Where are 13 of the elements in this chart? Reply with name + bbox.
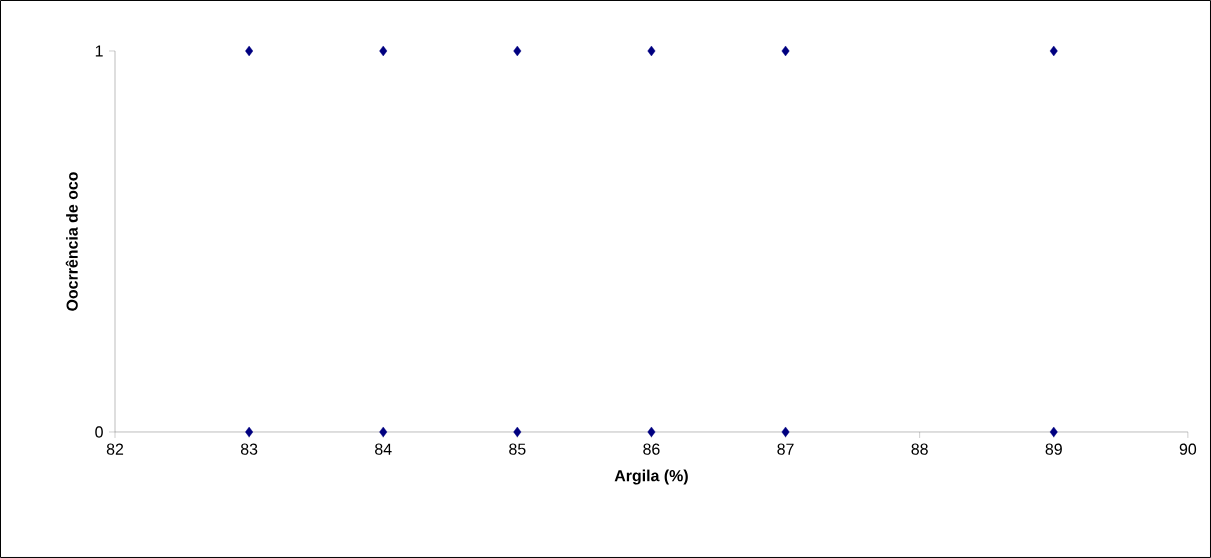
x-tick-label: 87	[777, 443, 794, 455]
x-tick-label: 85	[509, 443, 526, 455]
x-tick-label: 84	[375, 443, 392, 455]
x-tick-label: 88	[911, 443, 928, 455]
y-tick-label: 1	[95, 45, 103, 57]
x-tick-label: 86	[643, 443, 660, 455]
y-tick-label: 0	[95, 426, 103, 438]
x-tick-label: 82	[106, 443, 124, 455]
y-axis-title: Oocrrência de oco	[65, 172, 78, 311]
x-tick-label: 89	[1045, 443, 1062, 455]
x-axis-title: Argila (%)	[614, 469, 688, 485]
x-tick-label: 83	[240, 443, 258, 455]
x-tick-label: 90	[1179, 443, 1197, 455]
